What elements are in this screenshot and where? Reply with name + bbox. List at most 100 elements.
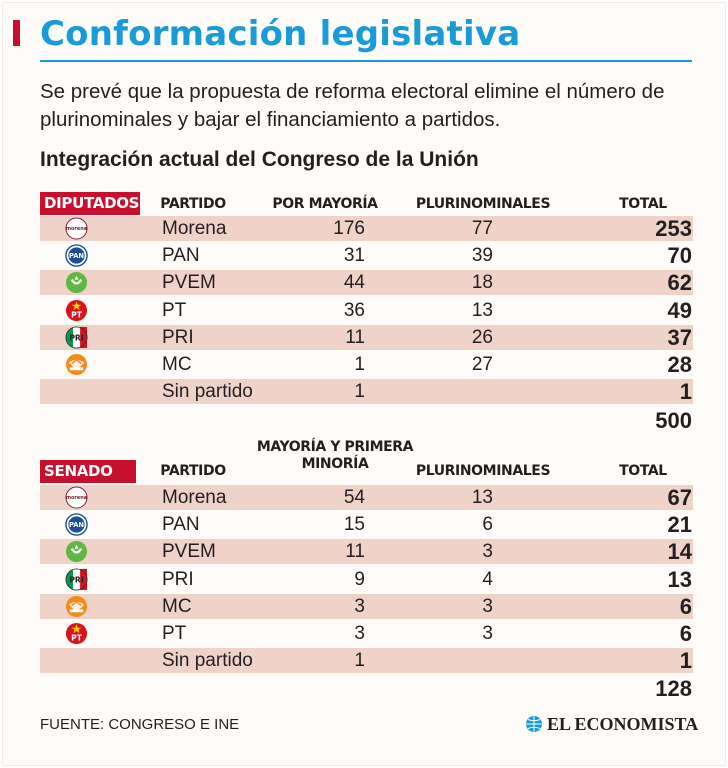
source-note: FUENTE: CONGRESO E INE [40, 716, 240, 733]
value-mayoria: 31 [343, 245, 365, 267]
party-name: PAN [162, 245, 200, 267]
party-name: PRI [162, 326, 194, 348]
party-name: Morena [162, 487, 227, 508]
svg-text:PRI: PRI [69, 575, 84, 584]
party-name: MC [162, 354, 192, 375]
senado-col-plurinominales: PLURINOMINALES [415, 463, 551, 479]
morena-icon: morena [65, 486, 88, 509]
party-name: PVEM [162, 272, 216, 294]
diputados-col-plurinominales: PLURINOMINALES [415, 196, 551, 212]
party-name: PT [162, 623, 187, 644]
senado-row-pt: PT PT 3 3 6 [40, 621, 693, 646]
value-plurinominales: 3 [482, 595, 493, 617]
senado-row-sin-partido: Sin partido 1 1 [40, 648, 693, 674]
diputados-row-sin-partido: Sin partido 1 1 [40, 379, 693, 405]
party-name: PAN [162, 514, 200, 536]
senado-col-partido: PARTIDO [160, 463, 226, 479]
morena-icon: morena [65, 217, 88, 240]
diputados-row-morena: morena Morena 176 77 253 [40, 216, 693, 241]
value-plurinominales [445, 379, 493, 404]
diputados-row-pvem: PVEM 44 18 62 [40, 270, 693, 296]
value-mayoria: 15 [343, 514, 365, 536]
value-total: 1 [679, 648, 692, 674]
pvem-icon [65, 271, 88, 294]
diputados-row-pan: PAN PAN 31 39 70 [40, 243, 693, 268]
value-mayoria: 3 [354, 623, 365, 644]
mc-icon [65, 595, 88, 618]
party-name: Morena [162, 218, 227, 239]
subtitle: Se prevé que la propuesta de reforma ele… [40, 80, 665, 131]
svg-text:PAN: PAN [69, 521, 84, 529]
value-total: 28 [667, 352, 692, 377]
pan-icon: PAN [65, 513, 88, 536]
value-plurinominales: 4 [482, 568, 493, 590]
value-mayoria: 9 [354, 568, 365, 590]
value-plurinominales: 26 [471, 326, 493, 348]
globe-icon [526, 716, 542, 732]
value-total: 49 [667, 297, 692, 323]
party-name: PT [162, 299, 187, 321]
value-mayoria: 54 [343, 487, 365, 508]
party-name: Sin partido [162, 650, 253, 672]
diputados-row-pt: PT PT 36 13 49 [40, 298, 693, 323]
value-total: 6 [679, 593, 692, 619]
value-plurinominales: 3 [482, 623, 493, 644]
value-mayoria: 1 [354, 354, 365, 375]
value-mayoria: 3 [354, 595, 365, 617]
value-total: 62 [667, 270, 692, 296]
pri-icon: PRI [65, 326, 88, 349]
value-total: 21 [667, 512, 692, 538]
svg-text:morena: morena [66, 226, 87, 232]
diputados-grand-total: 500 [655, 408, 692, 433]
svg-text:PT: PT [71, 310, 83, 319]
value-total: 14 [667, 539, 692, 565]
mc-icon [65, 353, 88, 376]
value-plurinominales: 6 [482, 514, 493, 536]
value-mayoria: 11 [345, 326, 365, 348]
value-plurinominales: 13 [471, 487, 493, 508]
diputados-row-mc: MC 1 27 28 [40, 352, 693, 377]
party-name: PVEM [162, 541, 216, 563]
svg-text:PRI: PRI [69, 333, 84, 342]
senado-grand-total: 128 [655, 676, 692, 701]
value-plurinominales: 3 [482, 541, 493, 563]
pri-icon: PRI [65, 568, 88, 591]
value-total: 37 [667, 324, 692, 350]
value-total: 13 [667, 566, 692, 592]
senado-row-mc: MC 3 3 6 [40, 593, 693, 619]
value-plurinominales: 39 [471, 245, 493, 267]
diputados-col-partido: PARTIDO [160, 196, 226, 212]
pan-icon: PAN [65, 244, 88, 267]
value-plurinominales: 27 [471, 354, 493, 375]
title-accent-bar [13, 20, 20, 46]
value-total: 253 [655, 216, 692, 241]
value-total: 70 [667, 243, 692, 269]
diputados-tag: DIPUTADOS [40, 192, 140, 215]
section-title: Integración actual del Congreso de la Un… [40, 148, 479, 171]
party-name: Sin partido [162, 381, 253, 403]
party-name: PRI [162, 568, 194, 590]
title-rule [40, 60, 692, 62]
senado-col-total: TOTAL [619, 463, 667, 479]
brand-logo: EL ECONOMISTA [525, 713, 698, 735]
party-name: MC [162, 595, 192, 617]
value-plurinominales: 77 [471, 218, 493, 239]
value-plurinominales: 13 [471, 299, 493, 321]
page-title: Conformación legislativa [40, 14, 521, 54]
brand-name: EL ECONOMISTA [547, 713, 699, 734]
value-mayoria: 1 [354, 381, 365, 403]
senado-row-morena: morena Morena 54 13 67 [40, 485, 693, 510]
svg-text:morena: morena [66, 495, 87, 501]
value-mayoria: 1 [354, 650, 365, 672]
value-mayoria: 36 [343, 299, 365, 321]
value-total: 67 [667, 485, 692, 510]
value-mayoria: 11 [345, 541, 365, 563]
pt-icon: PT [65, 299, 88, 322]
value-total: 1 [679, 379, 692, 405]
value-plurinominales: 18 [471, 272, 493, 294]
pvem-icon [65, 540, 88, 563]
diputados-col-total: TOTAL [619, 196, 667, 212]
diputados-row-pri: PRI PRI 11 26 37 [40, 324, 693, 350]
pt-icon: PT [65, 622, 88, 645]
